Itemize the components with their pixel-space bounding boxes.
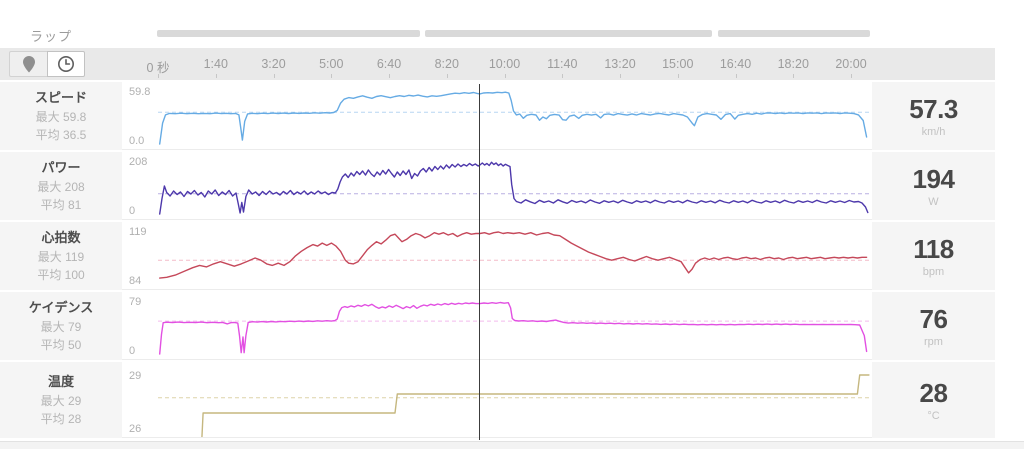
y-axis-max: 29	[129, 370, 142, 382]
time-tick-mark	[793, 74, 795, 78]
temperature-series-line	[201, 374, 870, 437]
time-tick-label: 0 秒	[146, 61, 170, 75]
time-tick-label: 5:00	[319, 57, 344, 71]
metric-name: スピード	[34, 90, 87, 105]
y-axis-min: 26	[129, 423, 142, 435]
temperature-current-value: 28 °C	[872, 362, 995, 438]
time-tick-label: 10:00	[488, 57, 521, 71]
section-divider	[0, 441, 1024, 449]
time-tick-mark	[677, 74, 679, 78]
cadence-chart[interactable]: 79 0	[122, 292, 872, 360]
speed-chart[interactable]: 59.8 0.0	[122, 82, 872, 150]
lap-bar[interactable]	[157, 30, 420, 37]
time-tick-label: 8:20	[434, 57, 459, 71]
distance-mode-button[interactable]	[9, 51, 47, 77]
heart_rate-series-line	[159, 231, 868, 279]
metric-max: 最大 29	[40, 394, 82, 408]
time-tick-label: 3:20	[261, 57, 286, 71]
metric-row-heart-rate: 心拍数 最大 119 平均 100 119 84 118 bpm	[0, 222, 1024, 292]
temperature-plot	[158, 374, 870, 437]
heart-rate-chart[interactable]: 119 84	[122, 222, 872, 290]
time-axis: 0 秒 1:40 3:20 5:00 6:40 8:20 10:00 11:40 13:20 15…	[0, 48, 995, 80]
metric-avg: 平均 100	[37, 268, 85, 282]
temperature-chart[interactable]: 29 26	[122, 362, 872, 438]
lap-section-label: ラップ	[30, 29, 73, 44]
temperature-label-panel: 温度 最大 29 平均 28	[0, 362, 122, 438]
speed-label-panel: スピード 最大 59.8 平均 36.5	[0, 82, 122, 150]
time-mode-button[interactable]	[47, 51, 85, 77]
lap-bar[interactable]	[718, 30, 870, 37]
metric-avg: 平均 36.5	[35, 128, 87, 142]
metric-name: 温度	[47, 374, 74, 389]
power-plot	[158, 161, 869, 215]
speed-plot	[158, 91, 869, 145]
scrub-cursor[interactable]	[479, 84, 480, 440]
power-chart[interactable]: 208 0	[122, 152, 872, 220]
metric-max: 最大 208	[37, 180, 85, 194]
time-tick-mark	[273, 74, 275, 78]
x-axis-mode-toggle	[9, 51, 85, 77]
speed-series-line	[159, 91, 868, 145]
time-tick-label: 13:20	[604, 57, 636, 71]
metric-row-power: パワー 最大 208 平均 81 208 0 194 W	[0, 152, 1024, 222]
metric-row-speed: スピード 最大 59.8 平均 36.5 59.8 0.0 57.3 km/h	[0, 82, 1024, 152]
clock-icon	[58, 56, 74, 72]
metric-name: ケイデンス	[28, 300, 94, 315]
cadence-series-line	[159, 301, 868, 355]
y-axis-min: 0	[129, 205, 136, 217]
y-axis-min: 0.0	[129, 135, 145, 147]
time-tick-mark	[851, 74, 852, 78]
metric-row-cadence: ケイデンス 最大 79 平均 50 79 0 76 rpm	[0, 292, 1024, 362]
power-label-panel: パワー 最大 208 平均 81	[0, 152, 122, 220]
y-axis-max: 59.8	[129, 86, 151, 98]
metric-max: 最大 79	[40, 320, 82, 334]
heart-rate-label-panel: 心拍数 最大 119 平均 100	[0, 222, 122, 290]
time-tick-mark	[446, 74, 448, 78]
heart-rate-current-value: 118 bpm	[872, 222, 995, 290]
y-axis-max: 119	[129, 226, 147, 238]
time-tick-label: 11:40	[547, 57, 578, 71]
time-tick-label: 6:40	[376, 57, 402, 71]
cadence-plot	[158, 301, 869, 355]
metric-row-temperature: 温度 最大 29 平均 28 29 26 28 °C	[0, 362, 1024, 440]
metric-avg: 平均 28	[40, 412, 82, 426]
y-axis-max: 208	[129, 156, 148, 168]
time-tick-mark	[158, 74, 159, 78]
speed-current-value: 57.3 km/h	[872, 82, 995, 150]
time-tick-label: 18:20	[777, 57, 809, 71]
power-series-line	[159, 161, 869, 215]
y-axis-max: 79	[129, 296, 142, 308]
metric-max: 最大 59.8	[35, 110, 87, 124]
metric-max: 最大 119	[37, 250, 85, 264]
time-tick-label: 1:40	[203, 57, 228, 71]
y-axis-min: 84	[129, 275, 142, 287]
time-tick-mark	[620, 74, 621, 78]
location-pin-icon	[22, 56, 35, 73]
metric-name: パワー	[41, 160, 81, 175]
metric-avg: 平均 50	[40, 338, 82, 352]
time-tick-mark	[735, 74, 737, 78]
metric-name: 心拍数	[41, 230, 81, 245]
lap-bar[interactable]	[425, 30, 712, 37]
time-tick-mark	[389, 74, 390, 78]
time-tick-mark	[504, 74, 506, 78]
time-tick-mark	[215, 74, 217, 78]
time-tick-mark	[331, 74, 333, 78]
time-tick-label: 20:00	[835, 57, 867, 71]
metric-avg: 平均 81	[40, 198, 82, 212]
time-tick-label: 15:00	[662, 57, 694, 71]
time-tick-label: 16:40	[719, 57, 752, 71]
y-axis-min: 0	[129, 345, 136, 357]
heart_rate-plot	[158, 231, 869, 279]
power-current-value: 194 W	[872, 152, 995, 220]
cadence-current-value: 76 rpm	[872, 292, 995, 360]
time-tick-mark	[562, 74, 564, 78]
cadence-label-panel: ケイデンス 最大 79 平均 50	[0, 292, 122, 360]
